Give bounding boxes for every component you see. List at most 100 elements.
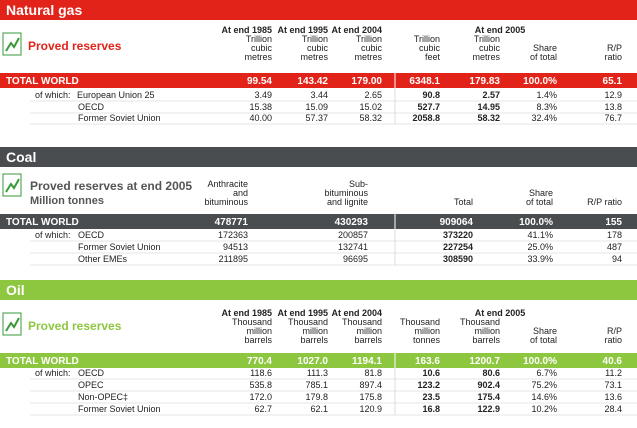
row-label: OPEC [78,380,104,390]
cell: 2.57 [482,90,500,100]
cell: 172363 [218,230,248,240]
column-header: Share [533,43,557,53]
total-value: 1027.0 [297,356,328,367]
row-label: OECD [78,230,105,240]
cell: 3.49 [254,90,272,100]
subtitle: Proved reserves [28,319,122,333]
column-header: million [474,326,500,336]
cell: 118.6 [250,368,272,378]
cell: 76.7 [604,113,622,123]
cell: 28.4 [604,404,622,414]
icon [5,317,20,332]
cell: 15.38 [249,102,272,112]
cell: 73.1 [604,380,622,390]
cell: 14.95 [477,102,500,112]
cell: 32.4% [531,113,557,123]
column-header: Total [454,197,473,207]
cell: 40.00 [249,113,272,123]
cell: 487 [607,242,622,252]
column-header: Trillion [302,34,328,44]
total-value: 163.6 [415,356,440,367]
cell: 535.8 [249,380,272,390]
column-header: cubic [251,43,273,53]
cell: 132741 [338,242,368,252]
cell: 11.2 [605,368,622,378]
column-header: of total [526,197,553,207]
section-title: Coal [6,149,36,165]
column-header: At end 1995 [277,308,328,318]
column-header: million [414,326,440,336]
total-bar [0,214,637,229]
cell: 23.5 [422,392,440,402]
total-value: 143.42 [297,76,328,87]
column-header: metres [300,52,328,62]
column-header: bituminous [324,188,368,198]
column-header: Thousand [460,317,500,327]
cell: 120.9 [359,404,382,414]
column-header: ratio [604,335,622,345]
total-value: 909064 [440,217,474,228]
cell: 373220 [443,230,473,240]
total-value: 430293 [335,217,369,228]
column-header: barrels [354,335,382,345]
cell: 2.65 [364,90,382,100]
column-header: metres [354,52,382,62]
cell: 123.2 [417,380,440,390]
cell: 175.8 [359,392,382,402]
row-label: OECD [78,102,105,112]
total-label: TOTAL WORLD [6,356,79,367]
cell: 211895 [219,254,248,264]
total-value: 478771 [215,217,249,228]
cell: 8.3% [536,102,557,112]
total-label: TOTAL WORLD [6,76,79,87]
subtitle: Proved reserves at end 2005 [30,179,192,193]
cell: 308590 [443,254,473,264]
column-header: million [246,326,272,336]
column-header: barrels [244,335,272,345]
cell: 1.4% [536,90,557,100]
cell: 179.8 [305,392,328,402]
column-header: metres [472,52,500,62]
cell: 75.2% [531,380,557,390]
column-header: of total [530,52,557,62]
cell: 58.32 [477,113,500,123]
cell: 25.0% [527,242,553,252]
cell: 80.6 [482,368,500,378]
column-header: million [302,326,328,336]
column-header: tonnes [413,335,441,345]
cell: 94 [612,254,622,264]
cell: 41.1% [527,230,553,240]
column-header: Trillion [414,34,440,44]
column-header: R/P [607,43,622,53]
column-header: and [233,188,248,198]
total-value: 1194.1 [352,356,382,367]
column-header: At end 1985 [221,308,272,318]
row-label: Other EMEs [78,254,128,264]
cell: 62.1 [310,404,328,414]
cell: 897.4 [359,380,382,390]
cell: 227254 [443,242,473,252]
total-value: 99.54 [247,76,272,87]
subtitle: Proved reserves [28,39,122,53]
column-header: metres [244,52,272,62]
column-header: feet [425,52,441,62]
column-header: Thousand [232,317,272,327]
column-header: R/P ratio [587,197,622,207]
subtitle: Million tonnes [30,195,104,207]
column-header: Trillion [474,34,500,44]
column-header: barrels [300,335,328,345]
column-header: At end 1985 [221,25,272,35]
column-header: Thousand [288,317,328,327]
cell: 172.0 [249,392,272,402]
cell: 33.9% [527,254,553,264]
column-header: Anthracite [207,179,248,189]
cell: 6.7% [536,368,557,378]
header-group: At end 2005 [475,25,526,35]
total-value: 179.00 [351,76,382,87]
column-header: At end 2004 [331,25,382,35]
total-value: 100.0% [523,76,557,87]
column-header: cubic [361,43,383,53]
row-label: Non-OPEC‡ [78,392,128,402]
cell: 527.7 [417,102,440,112]
